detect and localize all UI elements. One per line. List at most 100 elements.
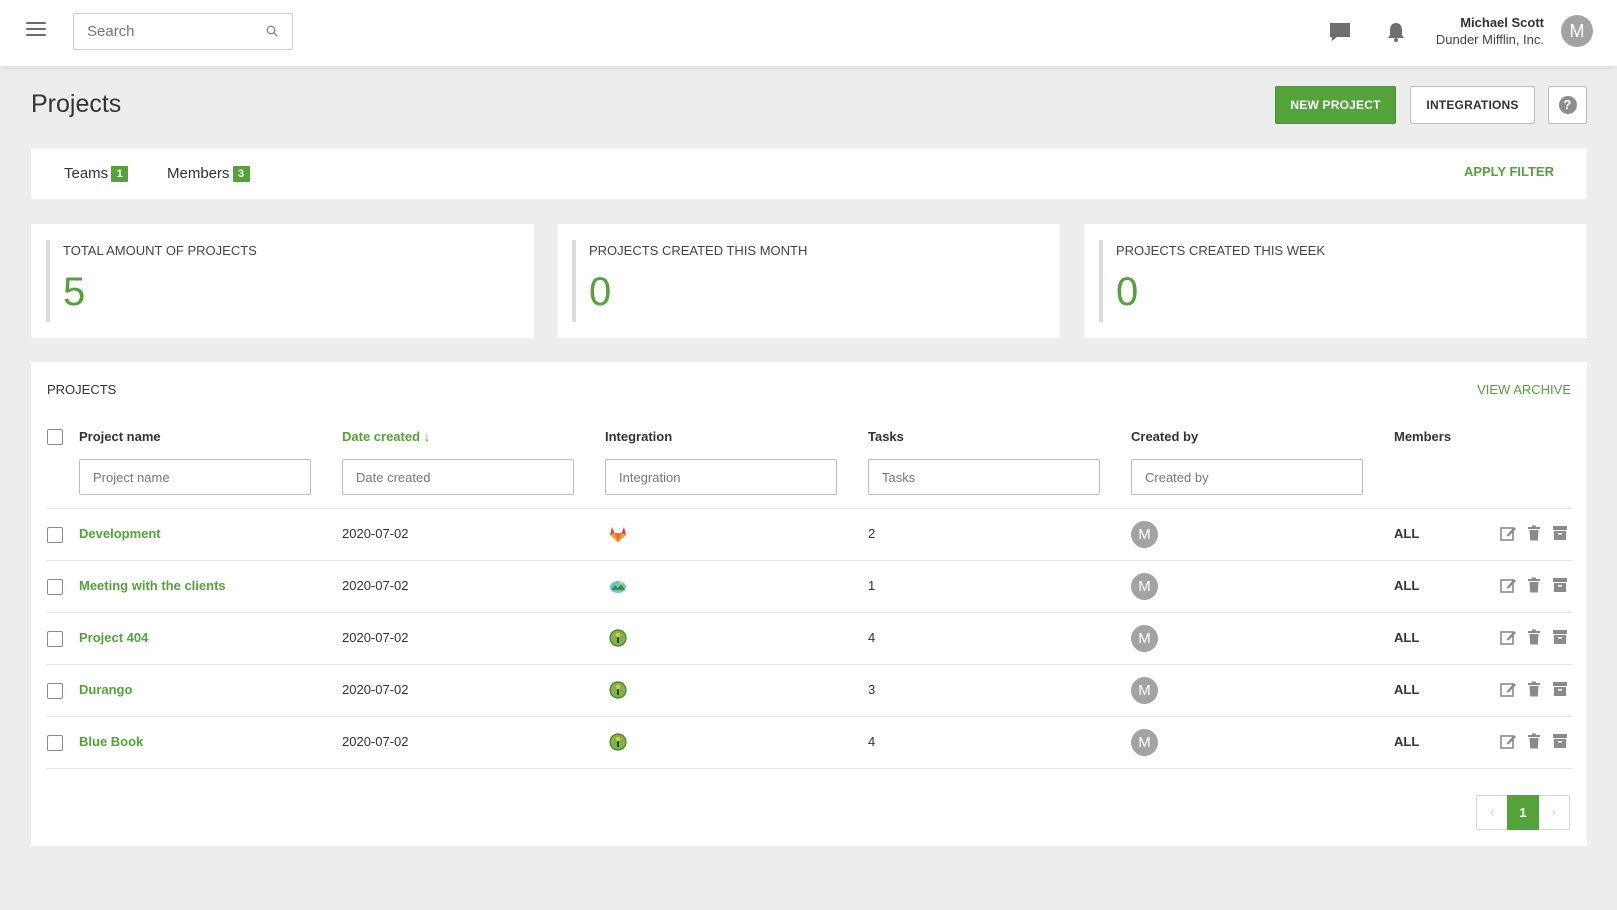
creator-avatar: M	[1131, 573, 1158, 600]
project-name-link[interactable]: Blue Book	[79, 734, 144, 749]
edit-icon[interactable]	[1499, 524, 1517, 542]
apply-filter-link[interactable]: APPLY FILTER	[1463, 164, 1554, 179]
edit-icon[interactable]	[1499, 732, 1517, 750]
gitlab-icon	[610, 527, 626, 542]
row-checkbox[interactable]	[47, 579, 63, 595]
edit-icon[interactable]	[1499, 680, 1517, 698]
top-bar: Michael Scott Dunder Mifflin, Inc. M	[0, 0, 1617, 66]
project-date: 2020-07-02	[342, 578, 409, 593]
pagination-prev-button[interactable]: ‹	[1490, 805, 1495, 819]
column-header-date-created[interactable]: Date created ↓	[342, 429, 431, 444]
row-checkbox[interactable]	[47, 735, 63, 751]
row-checkbox[interactable]	[47, 527, 63, 543]
project-date: 2020-07-02	[342, 630, 409, 645]
stat-label: PROJECTS CREATED THIS MONTH	[589, 243, 808, 258]
creator-avatar: M	[1131, 729, 1158, 756]
project-members: ALL	[1394, 526, 1420, 541]
help-button[interactable]: ?	[1548, 86, 1587, 124]
filter-teams-label: Teams	[64, 165, 109, 182]
user-menu[interactable]: Michael Scott Dunder Mifflin, Inc.	[1436, 14, 1544, 48]
search-box	[73, 13, 293, 50]
stat-label: TOTAL AMOUNT OF PROJECTS	[63, 243, 257, 258]
archive-icon[interactable]	[1551, 680, 1569, 698]
select-all-checkbox[interactable]	[47, 429, 63, 445]
project-name-filter[interactable]	[79, 459, 311, 495]
table-divider	[46, 716, 1572, 717]
date-created-filter[interactable]	[342, 459, 574, 495]
project-members: ALL	[1394, 734, 1420, 749]
stat-value: 0	[1116, 270, 1139, 314]
filter-members[interactable]: Members 3	[167, 165, 250, 182]
pagination-next-button[interactable]: ›	[1551, 805, 1556, 819]
table-divider	[46, 664, 1572, 665]
search-input[interactable]	[74, 14, 292, 49]
filter-bar: Teams 1 Members 3 APPLY FILTER	[31, 148, 1587, 199]
column-header-created-by[interactable]: Created by	[1131, 429, 1199, 444]
table-divider	[46, 612, 1572, 613]
members-count-badge: 3	[232, 166, 250, 182]
project-tasks: 4	[868, 630, 876, 645]
project-name-link[interactable]: Development	[79, 526, 161, 541]
user-company: Dunder Mifflin, Inc.	[1435, 32, 1544, 47]
pagination-page-1[interactable]: 1	[1507, 795, 1539, 830]
filter-teams[interactable]: Teams 1	[64, 165, 129, 182]
trash-icon[interactable]	[1525, 524, 1543, 542]
chat-icon[interactable]	[1328, 21, 1352, 43]
column-header-tasks[interactable]: Tasks	[868, 429, 904, 444]
archive-icon[interactable]	[1551, 576, 1569, 594]
project-date: 2020-07-02	[342, 526, 409, 541]
archive-icon[interactable]	[1551, 628, 1569, 646]
stat-card-week: PROJECTS CREATED THIS WEEK 0	[1084, 224, 1587, 338]
creator-avatar: M	[1131, 521, 1158, 548]
projects-panel-title: PROJECTS	[47, 382, 117, 397]
project-date: 2020-07-02	[342, 734, 409, 749]
stat-divider	[572, 240, 576, 322]
project-name-link[interactable]: Project 404	[79, 630, 149, 645]
column-header-integration[interactable]: Integration	[605, 429, 673, 444]
archive-icon[interactable]	[1551, 524, 1569, 542]
stat-divider	[1099, 240, 1103, 322]
project-members: ALL	[1394, 578, 1420, 593]
new-project-button[interactable]: NEW PROJECT	[1275, 86, 1396, 124]
table-row: Development 2020-07-02 2 M ALL	[31, 509, 1587, 560]
trash-icon[interactable]	[1525, 628, 1543, 646]
project-name-link[interactable]: Durango	[79, 682, 133, 697]
help-icon: ?	[1558, 96, 1577, 114]
project-date: 2020-07-02	[342, 682, 409, 697]
project-tasks: 2	[868, 526, 876, 541]
filter-members-label: Members	[167, 165, 230, 182]
globe-integration-icon	[609, 733, 627, 751]
edit-icon[interactable]	[1499, 628, 1517, 646]
archive-icon[interactable]	[1551, 732, 1569, 750]
edit-icon[interactable]	[1499, 576, 1517, 594]
created-by-filter[interactable]	[1131, 459, 1363, 495]
stat-card-total: TOTAL AMOUNT OF PROJECTS 5	[31, 224, 534, 338]
search-icon[interactable]	[266, 25, 278, 37]
view-archive-link[interactable]: VIEW ARCHIVE	[1477, 382, 1571, 397]
globe-integration-icon	[609, 629, 627, 647]
pagination: ‹ 1 ›	[1476, 795, 1570, 830]
tasks-filter[interactable]	[868, 459, 1100, 495]
row-checkbox[interactable]	[47, 631, 63, 647]
bell-icon[interactable]	[1385, 21, 1407, 43]
trash-icon[interactable]	[1525, 732, 1543, 750]
column-header-project-name[interactable]: Project name	[79, 429, 161, 444]
table-row: Durango 2020-07-02 3 M ALL	[31, 665, 1587, 716]
trash-icon[interactable]	[1525, 576, 1543, 594]
user-name: Michael Scott	[1460, 15, 1544, 30]
project-name-link[interactable]: Meeting with the clients	[79, 578, 226, 593]
integration-filter[interactable]	[605, 459, 837, 495]
project-tasks: 4	[868, 734, 876, 749]
trash-icon[interactable]	[1525, 680, 1543, 698]
table-row: Blue Book 2020-07-02 4 M ALL	[31, 717, 1587, 768]
hamburger-menu-icon[interactable]	[26, 22, 46, 38]
teams-count-badge: 1	[111, 166, 129, 182]
row-checkbox[interactable]	[47, 683, 63, 699]
integrations-button[interactable]: INTEGRATIONS	[1410, 86, 1535, 124]
user-avatar[interactable]: M	[1561, 15, 1593, 47]
table-row: Meeting with the clients 2020-07-02 1 M …	[31, 561, 1587, 612]
project-members: ALL	[1394, 682, 1420, 697]
stat-card-month: PROJECTS CREATED THIS MONTH 0	[557, 224, 1060, 338]
table-divider	[46, 768, 1572, 769]
table-row: Project 404 2020-07-02 4 M ALL	[31, 613, 1587, 664]
